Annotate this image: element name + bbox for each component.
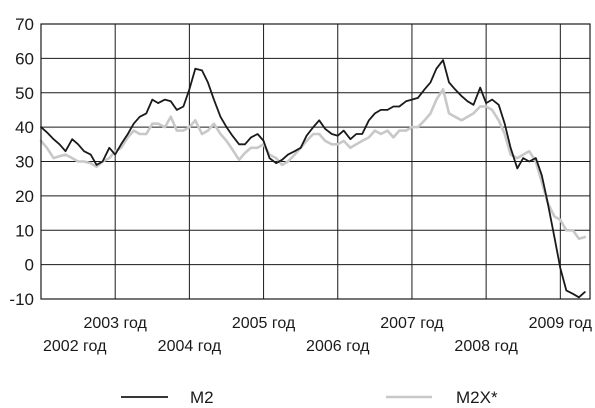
- y-tick-label: 40: [15, 118, 34, 137]
- x-tick-labels: 2002 год 2003 год 2004 год 2005 год 2006 год…: [43, 315, 593, 355]
- y-tick-label: 60: [15, 49, 34, 68]
- y-tick-label: 30: [15, 153, 34, 172]
- y-tick-label: 70: [15, 15, 34, 34]
- y-tick-label: -10: [9, 290, 34, 309]
- x-tick-label: 2008 год: [454, 338, 518, 355]
- legend: M2 M2X*: [121, 388, 498, 407]
- x-tick-label: 2005 год: [232, 315, 296, 332]
- y-tick-label: 10: [15, 221, 34, 240]
- legend-label: M2: [190, 388, 214, 407]
- plot-frame: [40, 23, 591, 300]
- x-tick-label: 2007 год: [380, 315, 444, 332]
- y-tick-label: 0: [25, 256, 34, 275]
- x-tick-label: 2003 год: [83, 315, 147, 332]
- series-line-m2x: [39, 88, 587, 241]
- legend-label: M2X*: [456, 388, 498, 407]
- x-tick-label: 2006 год: [306, 338, 370, 355]
- y-tick-label: 20: [15, 187, 34, 206]
- y-tick-label: 50: [15, 84, 34, 103]
- x-tick-label: 2004 год: [158, 338, 222, 355]
- y-tick-labels: -10 0 10 20 30 40 50 60 70: [9, 15, 34, 309]
- x-gridlines: [114, 24, 561, 299]
- plot-border: [40, 23, 591, 300]
- x-tick-label: 2002 год: [43, 338, 107, 355]
- series-group: [39, 59, 587, 299]
- series-line-m2: [40, 59, 586, 299]
- x-tick-label: 2009 год: [529, 315, 593, 332]
- gridlines: [41, 23, 590, 300]
